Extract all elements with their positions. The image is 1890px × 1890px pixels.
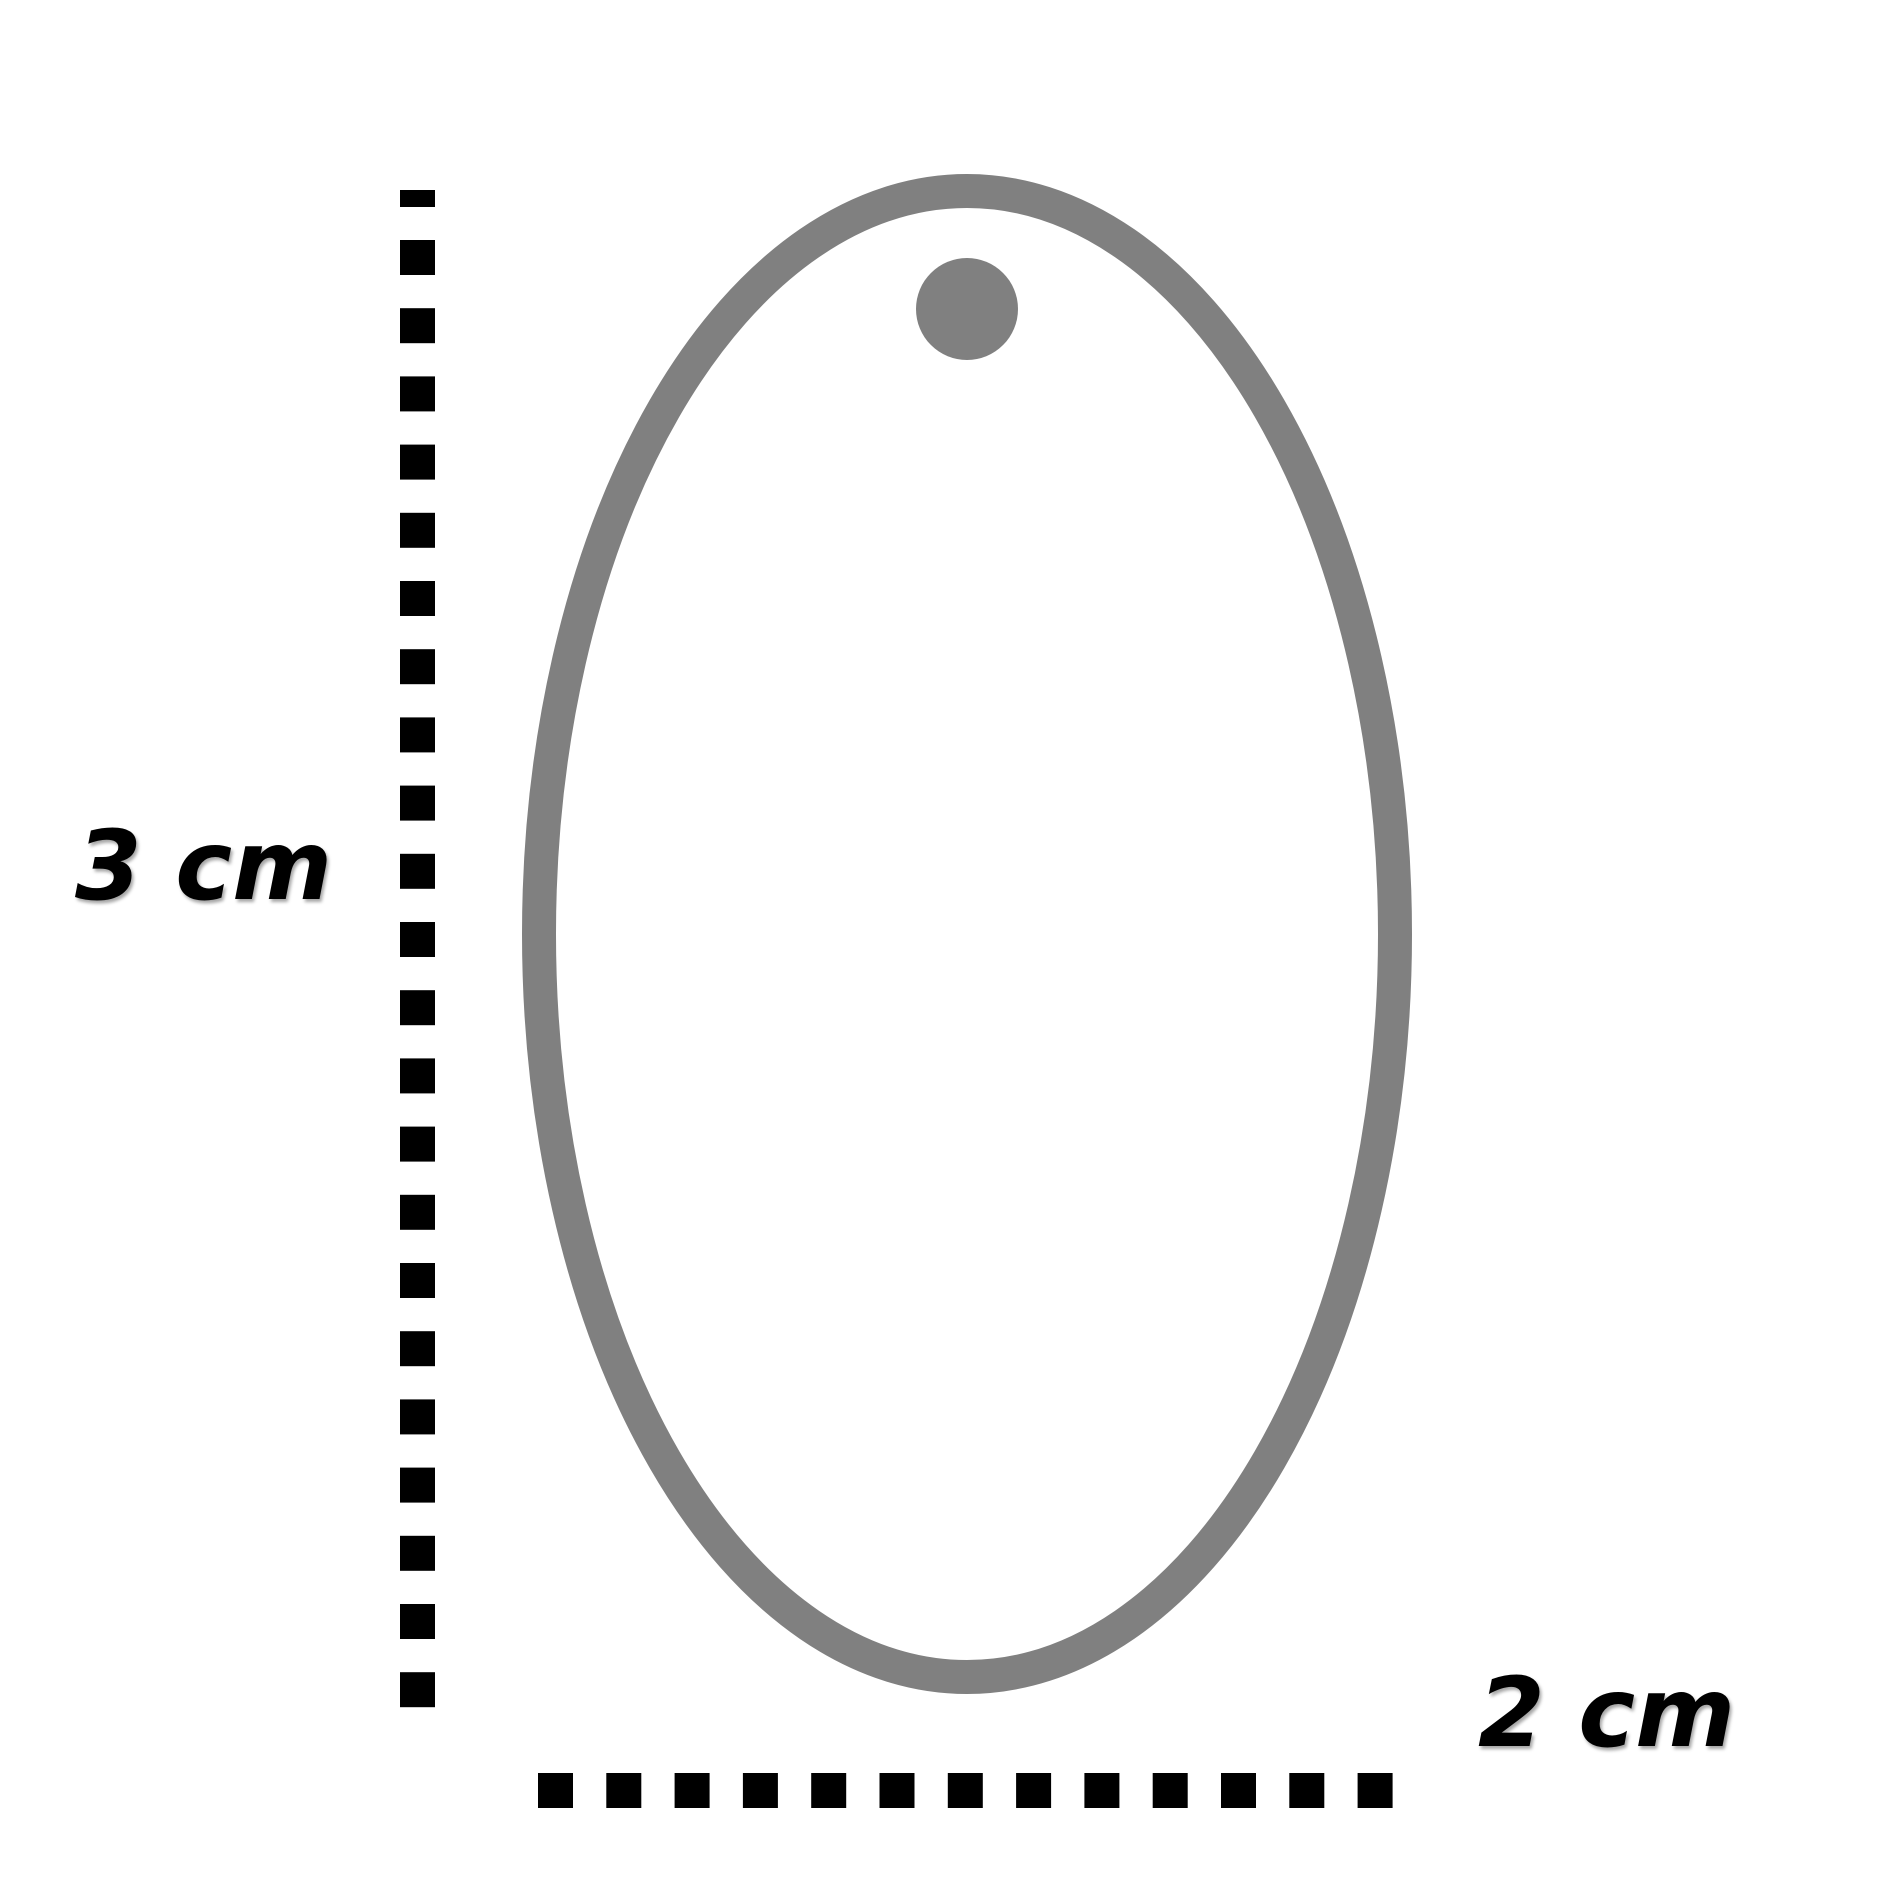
height-marker bbox=[400, 649, 435, 685]
width-dimension-markers bbox=[538, 1773, 1393, 1808]
height-label: 3 cm bbox=[75, 810, 333, 922]
width-marker bbox=[1016, 1773, 1052, 1808]
height-marker bbox=[400, 376, 435, 412]
height-marker bbox=[400, 1058, 435, 1094]
width-marker bbox=[606, 1773, 642, 1808]
height-marker bbox=[400, 1535, 435, 1571]
height-marker bbox=[400, 1399, 435, 1435]
width-marker bbox=[1152, 1773, 1188, 1808]
width-marker bbox=[1357, 1773, 1393, 1808]
height-marker bbox=[400, 190, 435, 207]
width-marker bbox=[947, 1773, 983, 1808]
height-marker bbox=[400, 1126, 435, 1162]
width-marker bbox=[742, 1773, 778, 1808]
height-marker bbox=[400, 853, 435, 889]
height-marker bbox=[400, 990, 435, 1026]
height-marker bbox=[400, 717, 435, 753]
width-marker bbox=[538, 1773, 573, 1808]
height-marker bbox=[400, 785, 435, 821]
height-marker bbox=[400, 240, 435, 275]
width-marker bbox=[1221, 1773, 1256, 1808]
height-marker bbox=[400, 1467, 435, 1503]
width-marker bbox=[674, 1773, 710, 1808]
height-marker bbox=[400, 1263, 435, 1298]
width-label: 2 cm bbox=[1478, 1657, 1736, 1769]
height-marker bbox=[400, 1331, 435, 1367]
width-marker bbox=[1084, 1773, 1120, 1808]
width-marker bbox=[879, 1773, 915, 1808]
width-marker bbox=[811, 1773, 847, 1808]
oval-outline bbox=[522, 174, 1412, 1694]
height-marker bbox=[400, 1194, 435, 1230]
height-marker bbox=[400, 922, 435, 957]
height-marker bbox=[400, 444, 435, 480]
height-marker bbox=[400, 512, 435, 548]
height-marker bbox=[400, 581, 435, 616]
hanging-hole bbox=[916, 258, 1018, 360]
height-marker bbox=[400, 1672, 435, 1708]
width-marker bbox=[1289, 1773, 1325, 1808]
height-dimension-markers bbox=[400, 190, 435, 1708]
height-marker bbox=[400, 1604, 435, 1639]
height-marker bbox=[400, 308, 435, 344]
